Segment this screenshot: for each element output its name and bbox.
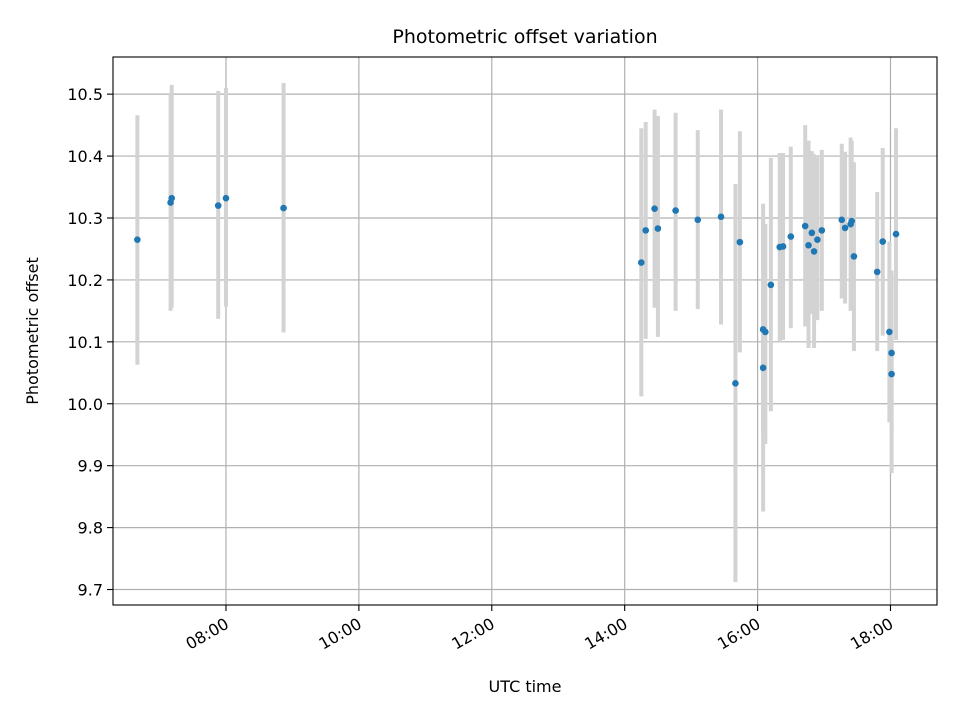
data-point (873, 268, 881, 276)
y-tick-label: 9.9 (78, 457, 103, 476)
data-point (850, 253, 858, 260)
x-axis-ticks: 08:00 10:00 12:00 14:00 16:00 18:00 (183, 605, 896, 654)
y-tick-label: 10.0 (67, 395, 103, 414)
data-point (787, 233, 795, 240)
data-point (654, 225, 662, 232)
x-tick-label: 12:00 (448, 614, 497, 654)
x-tick-label: 16:00 (714, 614, 763, 654)
x-tick-label: 08:00 (183, 614, 232, 654)
data-point (694, 216, 702, 224)
plot-frame (112, 56, 938, 606)
data-point (801, 222, 809, 230)
y-axis-ticks: 9.7 9.8 9.9 10.0 10.1 10.2 10.3 10.4 10.5 (67, 85, 113, 600)
data-point (717, 213, 725, 221)
y-tick-label: 9.7 (78, 581, 103, 600)
x-tick-label: 10:00 (315, 614, 364, 654)
data-point (892, 230, 900, 238)
data-point (841, 224, 849, 232)
data-point (759, 364, 767, 372)
data-point (672, 207, 679, 214)
data-point (808, 229, 816, 237)
y-tick-label: 10.3 (67, 209, 103, 228)
y-tick-label: 10.4 (67, 147, 103, 166)
x-tick-label: 14:00 (581, 614, 630, 654)
data-point (888, 370, 895, 378)
x-axis-label: UTC time (489, 677, 562, 696)
data-point (637, 259, 645, 266)
data-point (805, 241, 812, 249)
x-tick-label: 18:00 (847, 614, 896, 654)
data-point (886, 328, 893, 336)
y-axis-label: Photometric offset (23, 257, 42, 405)
data-points (134, 194, 900, 387)
y-tick-label: 9.8 (78, 519, 103, 538)
y-tick-label: 10.2 (67, 271, 103, 290)
data-point (651, 205, 658, 213)
data-point (767, 281, 775, 289)
data-point (848, 217, 856, 225)
data-point (736, 238, 744, 246)
data-point (642, 227, 650, 234)
y-tick-label: 10.1 (67, 333, 103, 352)
data-point (732, 380, 739, 387)
data-point (818, 227, 826, 234)
error-bars (135, 83, 899, 583)
data-point (134, 236, 141, 243)
data-point (814, 236, 821, 243)
chart-title: Photometric offset variation (392, 26, 657, 48)
data-point (779, 243, 787, 250)
y-tick-label: 10.5 (67, 85, 103, 104)
data-point (280, 204, 287, 212)
data-point (879, 238, 887, 245)
data-point (168, 194, 175, 202)
data-point (214, 202, 222, 209)
data-point (762, 328, 769, 336)
data-point (888, 349, 895, 357)
data-point (810, 248, 818, 255)
data-point (222, 194, 230, 202)
data-point (838, 216, 846, 224)
